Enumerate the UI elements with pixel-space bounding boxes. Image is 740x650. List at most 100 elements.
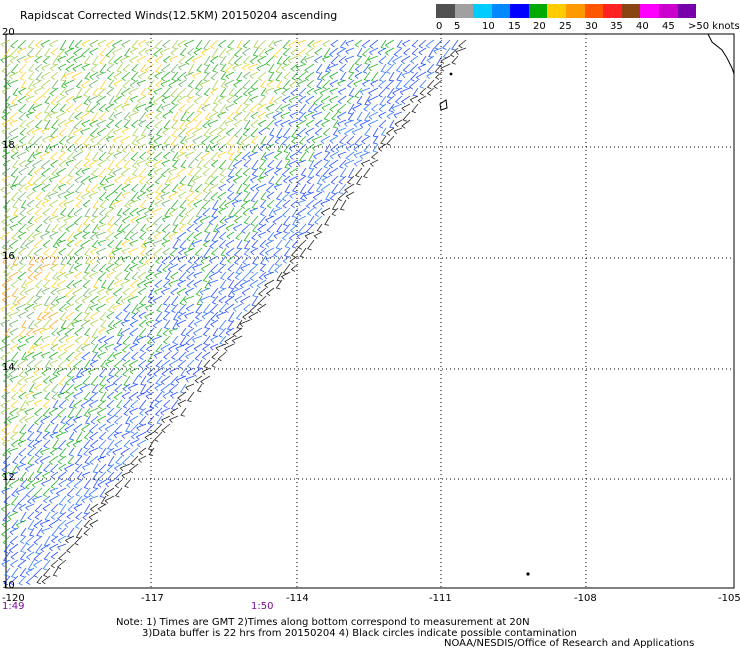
wind-barb <box>354 39 363 48</box>
wind-barb <box>234 271 243 281</box>
wind-barb <box>59 527 67 536</box>
wind-barb <box>42 239 51 248</box>
wind-barb <box>331 199 339 211</box>
wind-barb <box>18 575 27 586</box>
wind-barb <box>156 327 163 337</box>
wind-barb <box>330 39 339 48</box>
wind-barb <box>49 431 59 439</box>
wind-barb <box>56 95 67 105</box>
wind-barb <box>218 239 227 249</box>
wind-barb <box>281 167 291 177</box>
wind-barb <box>232 303 243 312</box>
wind-barb <box>201 311 211 320</box>
wind-barb <box>50 295 59 306</box>
wind-barb <box>185 335 195 346</box>
wind-barb <box>202 119 211 129</box>
wind-barb <box>129 423 139 434</box>
wind-barb <box>185 127 195 137</box>
wind-barb <box>364 127 371 137</box>
wind-barb <box>325 191 331 201</box>
wind-barb <box>250 119 259 128</box>
wind-barb <box>215 311 227 320</box>
wind-barb <box>49 359 59 367</box>
wind-barb <box>144 407 155 416</box>
wind-barb <box>33 295 43 305</box>
wind-barb <box>48 215 59 223</box>
wind-barb <box>170 143 179 153</box>
wind-barb <box>282 199 291 209</box>
wind-barb <box>203 223 211 233</box>
wind-barb <box>233 127 243 138</box>
wind-barb <box>9 527 19 536</box>
wind-barb <box>1 439 11 447</box>
wind-barb <box>106 311 115 320</box>
wind-barb <box>25 399 35 407</box>
wind-barb <box>177 279 187 288</box>
wind-barb <box>179 383 187 394</box>
legend-label-10: >50 knots <box>688 21 740 32</box>
wind-barb <box>64 423 75 433</box>
wind-barb <box>92 479 99 489</box>
wind-barb <box>19 239 27 249</box>
wind-barb <box>203 359 211 369</box>
wind-barb <box>34 207 43 217</box>
wind-barb <box>268 39 275 49</box>
wind-barb <box>33 551 43 562</box>
wind-barb <box>260 255 267 265</box>
wind-barb <box>143 279 155 288</box>
wind-barb <box>105 359 115 367</box>
wind-barb <box>114 423 123 434</box>
wind-barb <box>428 47 435 58</box>
wind-barb <box>228 87 235 97</box>
wind-barb <box>18 159 27 168</box>
wind-barb <box>34 407 43 417</box>
wind-barb <box>43 551 51 561</box>
wind-barb <box>193 215 203 225</box>
wind-barb <box>140 63 147 73</box>
wind-barb <box>224 79 235 88</box>
wind-barb <box>131 271 139 281</box>
wind-barb <box>162 263 171 273</box>
wind-barb <box>56 215 67 223</box>
wind-barb <box>264 47 275 56</box>
wind-barb <box>250 247 259 255</box>
wind-barb <box>27 151 35 163</box>
wind-barb <box>187 319 195 329</box>
wind-barb <box>178 143 187 154</box>
wind-barb <box>107 159 115 171</box>
wind-barb <box>362 63 371 74</box>
wind-barb <box>1 111 11 121</box>
wind-barb <box>8 127 19 137</box>
wind-barb <box>52 183 59 193</box>
wind-barb <box>26 359 35 368</box>
wind-barb <box>107 455 115 467</box>
wind-barb <box>282 127 291 139</box>
legend-swatch-4 <box>510 4 529 18</box>
wind-barb <box>393 47 403 57</box>
wind-barb <box>132 375 139 385</box>
wind-barb <box>72 399 83 409</box>
wind-barb <box>50 335 59 347</box>
wind-barb <box>296 215 307 224</box>
wind-barb <box>44 391 51 401</box>
wind-barb <box>187 215 195 226</box>
wind-barb <box>199 215 211 225</box>
wind-barb <box>155 63 163 74</box>
wind-barb <box>300 191 307 201</box>
wind-barb <box>138 119 147 128</box>
wind-barb <box>120 319 131 327</box>
wind-barb <box>105 151 115 162</box>
wind-barb <box>120 87 131 97</box>
wind-barb <box>11 383 19 393</box>
wind-barb <box>113 151 123 159</box>
wind-barb <box>204 319 211 329</box>
wind-barb <box>144 303 155 311</box>
lon-label: -108 <box>574 593 597 604</box>
wind-barb <box>137 271 147 281</box>
wind-barb <box>42 559 51 571</box>
wind-barb <box>88 79 99 89</box>
wind-barb <box>36 463 43 473</box>
wind-barb <box>143 239 155 248</box>
wind-barb <box>354 167 363 178</box>
wind-barb <box>145 111 155 119</box>
